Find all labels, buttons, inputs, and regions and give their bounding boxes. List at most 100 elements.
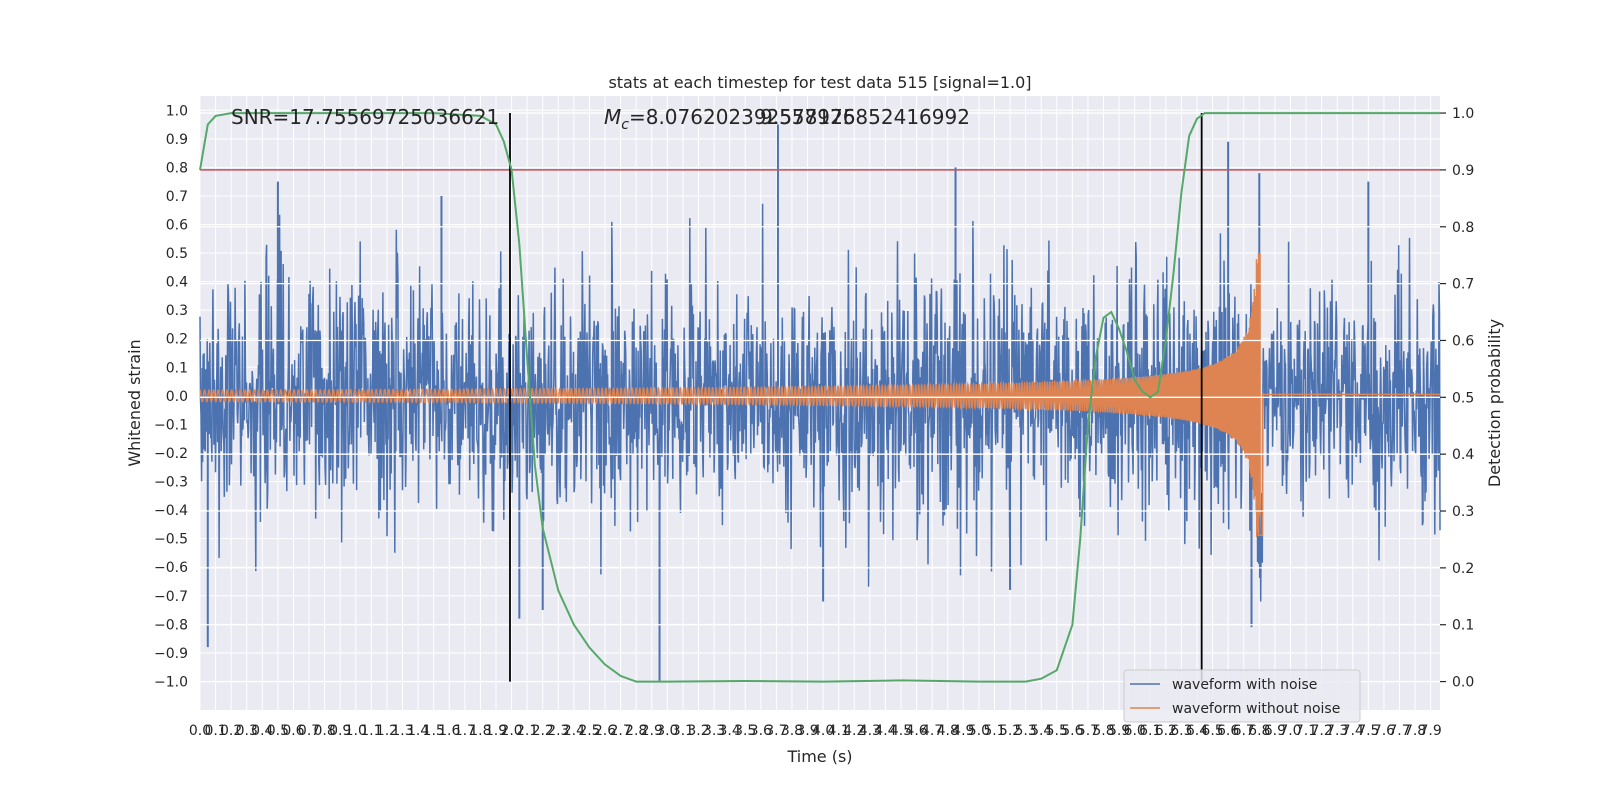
y-tick-label: −0.7 (154, 589, 188, 605)
x-tick-label: 0.9 (329, 723, 351, 739)
x-tick-label: 0.5 (267, 723, 289, 739)
x-tick-label: 5.0 (968, 723, 990, 739)
x-tick-label: 4.4 (874, 723, 896, 739)
x-tick-label: 6.6 (1217, 723, 1239, 739)
x-tick-label: 2.4 (563, 723, 585, 739)
y2-tick-label: 1.0 (1452, 106, 1474, 122)
x-tick-label: 1.3 (391, 723, 413, 739)
x-tick-label: 6.0 (1124, 723, 1146, 739)
x-tick-label: 5.2 (999, 723, 1021, 739)
x-tick-label: 0.6 (282, 723, 304, 739)
y-tick-label: −0.5 (154, 532, 188, 548)
x-tick-label: 5.3 (1014, 723, 1036, 739)
legend-label-noise: waveform with noise (1172, 677, 1317, 693)
x-tick-label: 3.9 (796, 723, 818, 739)
y2-tick-labels: 0.0 0.1 0.2 0.3 0.4 0.5 0.6 0.7 0.8 0.9 1.0 (1440, 106, 1474, 691)
y2-tick-label: 0.2 (1452, 561, 1474, 577)
vertical-markers (509, 113, 1203, 682)
chirp-trace (199, 259, 1440, 538)
probability-trace (199, 112, 1440, 683)
x-tick-label: 1.5 (423, 723, 445, 739)
y-axis-label: Whitened strain (125, 339, 144, 466)
x-tick-label: 0.2 (220, 723, 242, 739)
y-tick-label: 0.7 (166, 189, 188, 205)
overlap-annotation: 9.557976852416992 (760, 105, 970, 129)
x-tick-label: 0.1 (204, 723, 226, 739)
secondary-grid (200, 112, 1440, 683)
y-tick-label: 0.6 (166, 218, 188, 234)
y-tick-label: 0.3 (166, 303, 188, 319)
x-tick-label: 7.6 (1373, 723, 1395, 739)
y-tick-label: 0.0 (166, 389, 188, 405)
y-tick-label: 0.2 (166, 332, 188, 348)
x-tick-label: 7.5 (1357, 723, 1379, 739)
x-tick-label: 7.1 (1295, 723, 1317, 739)
x-tick-label: 6.7 (1233, 723, 1255, 739)
x-tick-label: 6.5 (1201, 723, 1223, 739)
x-tick-label: 4.9 (952, 723, 974, 739)
x-tick-label: 3.0 (656, 723, 678, 739)
y-tick-label: −0.2 (154, 446, 188, 462)
y-tick-label: 0.8 (166, 160, 188, 176)
legend: waveform with noise waveform without noi… (1123, 669, 1361, 723)
x-tick-label: 1.4 (407, 723, 429, 739)
x-tick-label: 5.8 (1092, 723, 1114, 739)
x-tick-label: 3.5 (734, 723, 756, 739)
y-tick-label: −0.8 (154, 617, 188, 633)
x-tick-label: 2.6 (594, 723, 616, 739)
x-tick-label: 5.9 (1108, 723, 1130, 739)
x-tick-label: 3.2 (687, 723, 709, 739)
x-tick-label: 7.8 (1404, 723, 1426, 739)
chirp-mass-annotation: Mc=8.076202392578125 (604, 105, 856, 133)
y2-tick-label: 0.0 (1452, 675, 1474, 691)
x-tick-label: 1.8 (469, 723, 491, 739)
x-tick-label: 1.2 (376, 723, 398, 739)
x-tick-label: 5.5 (1046, 723, 1068, 739)
x-tick-label: 1.7 (454, 723, 476, 739)
x-tick-label: 4.1 (828, 723, 850, 739)
y2-axis-label: Detection probability (1485, 319, 1504, 487)
x-tick-label: 2.1 (516, 723, 538, 739)
x-tick-label: 4.6 (905, 723, 927, 739)
x-tick-label: 7.4 (1342, 723, 1364, 739)
x-tick-label: 3.3 (703, 723, 725, 739)
y-tick-labels: −1.0 −0.9 −0.8 −0.7 −0.6 −0.5 −0.4 −0.3 −0.2 −0.1… (154, 103, 188, 690)
series-waveform-without-noise (199, 253, 1440, 538)
x-tick-label: 6.4 (1186, 723, 1208, 739)
x-tick-label: 2.7 (609, 723, 631, 739)
x-tick-label: 2.5 (578, 723, 600, 739)
x-tick-label: 0.7 (298, 723, 320, 739)
y-tick-label: 0.1 (166, 360, 188, 376)
x-tick-label: 7.3 (1326, 723, 1348, 739)
x-tick-label: 3.7 (765, 723, 787, 739)
y2-tick-label: 0.9 (1452, 163, 1474, 179)
y-tick-label: −0.1 (154, 417, 188, 433)
series-detection-probability (199, 112, 1440, 683)
x-tick-label: 3.1 (672, 723, 694, 739)
x-tick-label: 5.7 (1077, 723, 1099, 739)
y-tick-label: 0.5 (166, 246, 188, 262)
y2-tick-label: 0.1 (1452, 618, 1474, 634)
x-tick-label: 6.1 (1139, 723, 1161, 739)
y-tick-label: −0.6 (154, 560, 188, 576)
x-axis-label: Time (s) (786, 747, 852, 766)
x-tick-label: 0.0 (189, 723, 211, 739)
snr-annotation: SNR=17.75569725036621 (231, 105, 499, 129)
x-tick-label: 1.1 (360, 723, 382, 739)
y-tick-label: −0.3 (154, 475, 188, 491)
y-tick-label: −1.0 (154, 674, 188, 690)
x-tick-label: 5.4 (1030, 723, 1052, 739)
x-tick-label: 0.4 (251, 723, 273, 739)
chirp-mass-value: =8.076202392578125 (629, 105, 856, 129)
x-tick-label: 2.9 (641, 723, 663, 739)
x-tick-label: 5.1 (983, 723, 1005, 739)
y2-tick-label: 0.6 (1452, 333, 1474, 349)
x-tick-label: 4.8 (937, 723, 959, 739)
x-tick-label: 7.0 (1279, 723, 1301, 739)
y-tick-label: 1.0 (166, 103, 188, 119)
chart-title: stats at each timestep for test data 515… (608, 73, 1031, 92)
x-tick-label: 6.3 (1170, 723, 1192, 739)
x-tick-label: 1.9 (485, 723, 507, 739)
legend-label-clean: waveform without noise (1172, 701, 1340, 717)
chirp-mass-subscript: c (621, 117, 629, 133)
